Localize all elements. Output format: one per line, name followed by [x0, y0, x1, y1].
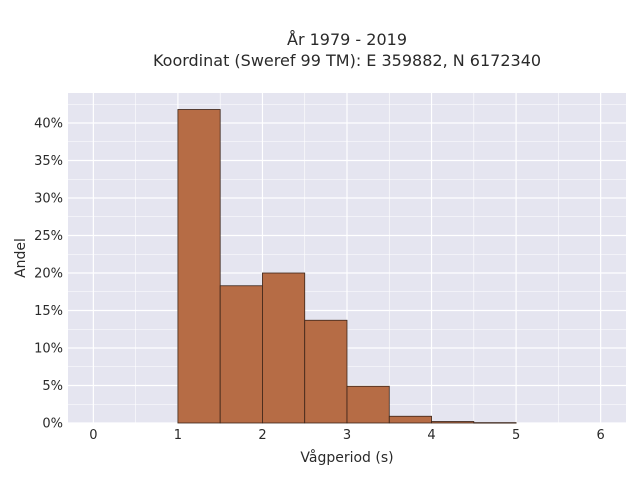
x-tick-label: 3: [343, 428, 351, 443]
y-tick-label: 15%: [34, 304, 63, 319]
histogram-bar: [388, 415, 432, 424]
histogram-bar: [431, 421, 475, 424]
bars: [177, 109, 517, 424]
histogram-bar: [346, 385, 390, 424]
y-axis-ticks: 0% 5% 10% 15% 20% 25% 30% 35% 40%: [34, 117, 63, 432]
y-tick-label: 30%: [34, 192, 63, 207]
histogram-bar: [262, 272, 306, 424]
histogram-bar: [177, 109, 221, 424]
chart-title-line1: År 1979 - 2019: [287, 30, 407, 49]
y-tick-label: 10%: [34, 342, 63, 357]
histogram-bar: [219, 285, 263, 424]
y-tick-label: 20%: [34, 267, 63, 282]
histogram-bar: [304, 319, 348, 424]
chart-title-line2: Koordinat (Sweref 99 TM): E 359882, N 61…: [153, 51, 541, 70]
y-tick-label: 35%: [34, 154, 63, 169]
x-tick-label: 6: [596, 428, 604, 443]
y-tick-label: 5%: [42, 379, 63, 394]
x-axis-label: Vågperiod (s): [300, 449, 393, 466]
y-tick-label: 0%: [42, 417, 63, 432]
y-tick-label: 40%: [34, 117, 63, 132]
x-tick-label: 4: [427, 428, 435, 443]
grid-lines: [68, 93, 626, 424]
x-tick-label: 0: [89, 428, 97, 443]
y-tick-label: 25%: [34, 229, 63, 244]
histogram-bar: [473, 422, 517, 424]
x-tick-label: 2: [258, 428, 266, 443]
y-axis-label: Andel: [13, 238, 29, 278]
x-axis-ticks: 0 1 2 3 4 5 6: [89, 428, 605, 443]
x-tick-label: 5: [512, 428, 520, 443]
x-tick-label: 1: [174, 428, 182, 443]
